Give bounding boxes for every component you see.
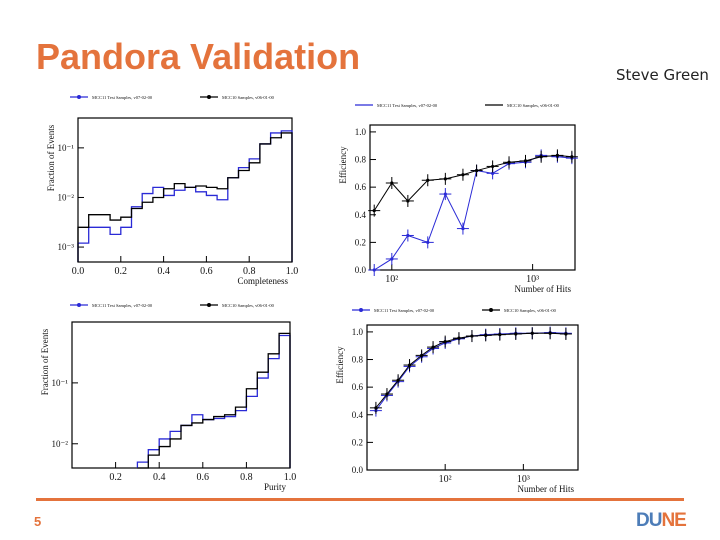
plot-1-xlabel: Completeness <box>238 276 289 286</box>
plot-2-xtick-label: 10³ <box>526 274 539 285</box>
plot-4-ytick-label: 0.8 <box>352 355 364 365</box>
plot-4-ytick-label: 0.6 <box>352 382 364 392</box>
plot-1-ylabel: Fraction of Events <box>46 124 56 191</box>
plot-3-ylabel: Fraction of Events <box>40 328 50 395</box>
plot-1-series-2-histogram <box>77 132 293 262</box>
plot-2-legend-label: MCC11 Test Samples, v07-02-00 <box>377 103 438 109</box>
plot-1-xtick-label: 0.2 <box>115 266 128 277</box>
plot-3-xtick-label: 1.0 <box>284 472 297 483</box>
plot-3-ytick-label: 10⁻¹ <box>52 378 69 388</box>
footer-divider <box>36 498 684 501</box>
plot-3-xlabel: Purity <box>264 482 287 492</box>
plot-4-ylabel: Efficiency <box>335 346 345 384</box>
plot-3-legend-marker <box>77 303 81 307</box>
plot-1-xtick-label: 0.8 <box>243 266 256 277</box>
plot-1-legend-marker <box>207 95 211 99</box>
plot-2-series-1-line <box>373 154 572 271</box>
plot-4-legend-marker <box>489 308 493 312</box>
plot-3-ytick-label: 10⁻² <box>52 439 69 449</box>
plot-1-legend-label: MCC10 Samples, v06-01-00 <box>222 95 275 101</box>
plot-2-ytick-label: 0.8 <box>355 155 367 165</box>
plot-2-xtick-label: 10² <box>385 274 398 285</box>
plot-1-xtick-label: 0.0 <box>72 266 85 277</box>
page-number: 5 <box>34 514 42 529</box>
plot-2-ytick-label: 1.0 <box>355 127 367 137</box>
plot-4-frame <box>366 324 579 471</box>
plot-1-xtick-label: 0.6 <box>200 266 213 277</box>
plot-1-ytick-label: 10⁻³ <box>58 242 75 252</box>
author-name: Steve Green <box>616 66 709 84</box>
plot-2-ytick-label: 0.6 <box>355 182 367 192</box>
plot-2-legend-label: MCC10 Samples, v06-01-00 <box>507 103 560 109</box>
plot-4-series-2-point <box>564 332 568 336</box>
plot-4-ytick-label: 0.0 <box>352 465 364 475</box>
slide-title: Pandora Validation <box>36 36 361 77</box>
logo-text-right: NE <box>661 510 686 531</box>
plot-4-ytick-label: 0.4 <box>352 410 364 420</box>
plot-1-legend-label: MCC11 Test Samples, v07-02-00 <box>92 95 153 101</box>
plot-4-legend-marker <box>359 308 363 312</box>
plot-3-series-1-histogram <box>136 334 291 468</box>
plot-3-xtick-label: 0.6 <box>197 472 210 483</box>
plot-3-series-2-histogram <box>137 332 291 469</box>
dune-logo: DUNE <box>636 510 687 532</box>
plot-3-xtick-label: 0.8 <box>240 472 253 483</box>
plot-3-xtick-label: 0.2 <box>109 472 122 483</box>
logo-text-left: DU <box>636 510 662 531</box>
plot-4-xtick-label: 10² <box>439 474 452 485</box>
plot-3-legend-marker <box>207 303 211 307</box>
plot-3-legend-label: MCC11 Test Samples, v07-02-00 <box>92 303 153 309</box>
plot-2-ytick-label: 0.0 <box>355 265 367 275</box>
plot-2-xlabel: Number of Hits <box>515 284 572 294</box>
plot-4-ytick-label: 1.0 <box>352 327 364 337</box>
plot-2-ytick-label: 0.4 <box>355 210 367 220</box>
plot-4-xlabel: Number of Hits <box>518 484 575 494</box>
plot-1-xtick-label: 1.0 <box>286 266 299 277</box>
plot-1-xtick-label: 0.4 <box>157 266 170 277</box>
plot-4-xtick-label: 10³ <box>517 474 530 485</box>
plot-4-legend-label: MCC11 Test Samples, v07-02-00 <box>374 308 435 314</box>
plot-4-legend-label: MCC10 Samples, v06-01-00 <box>504 308 557 314</box>
plot-2-frame <box>369 124 576 271</box>
plot-3-xtick-label: 0.4 <box>153 472 166 483</box>
plot-2-ylabel: Efficiency <box>338 146 348 184</box>
plot-4-series-2-line <box>375 332 566 409</box>
plot-1-ytick-label: 10⁻¹ <box>58 143 75 153</box>
plot-2-series-2-line <box>373 154 572 211</box>
plot-4-ytick-label: 0.2 <box>352 437 363 447</box>
plot-2-ytick-label: 0.2 <box>355 237 366 247</box>
plot-3-legend-label: MCC10 Samples, v06-01-00 <box>222 303 275 309</box>
plot-1-legend-marker <box>77 95 81 99</box>
plot-1-ytick-label: 10⁻² <box>58 192 75 202</box>
